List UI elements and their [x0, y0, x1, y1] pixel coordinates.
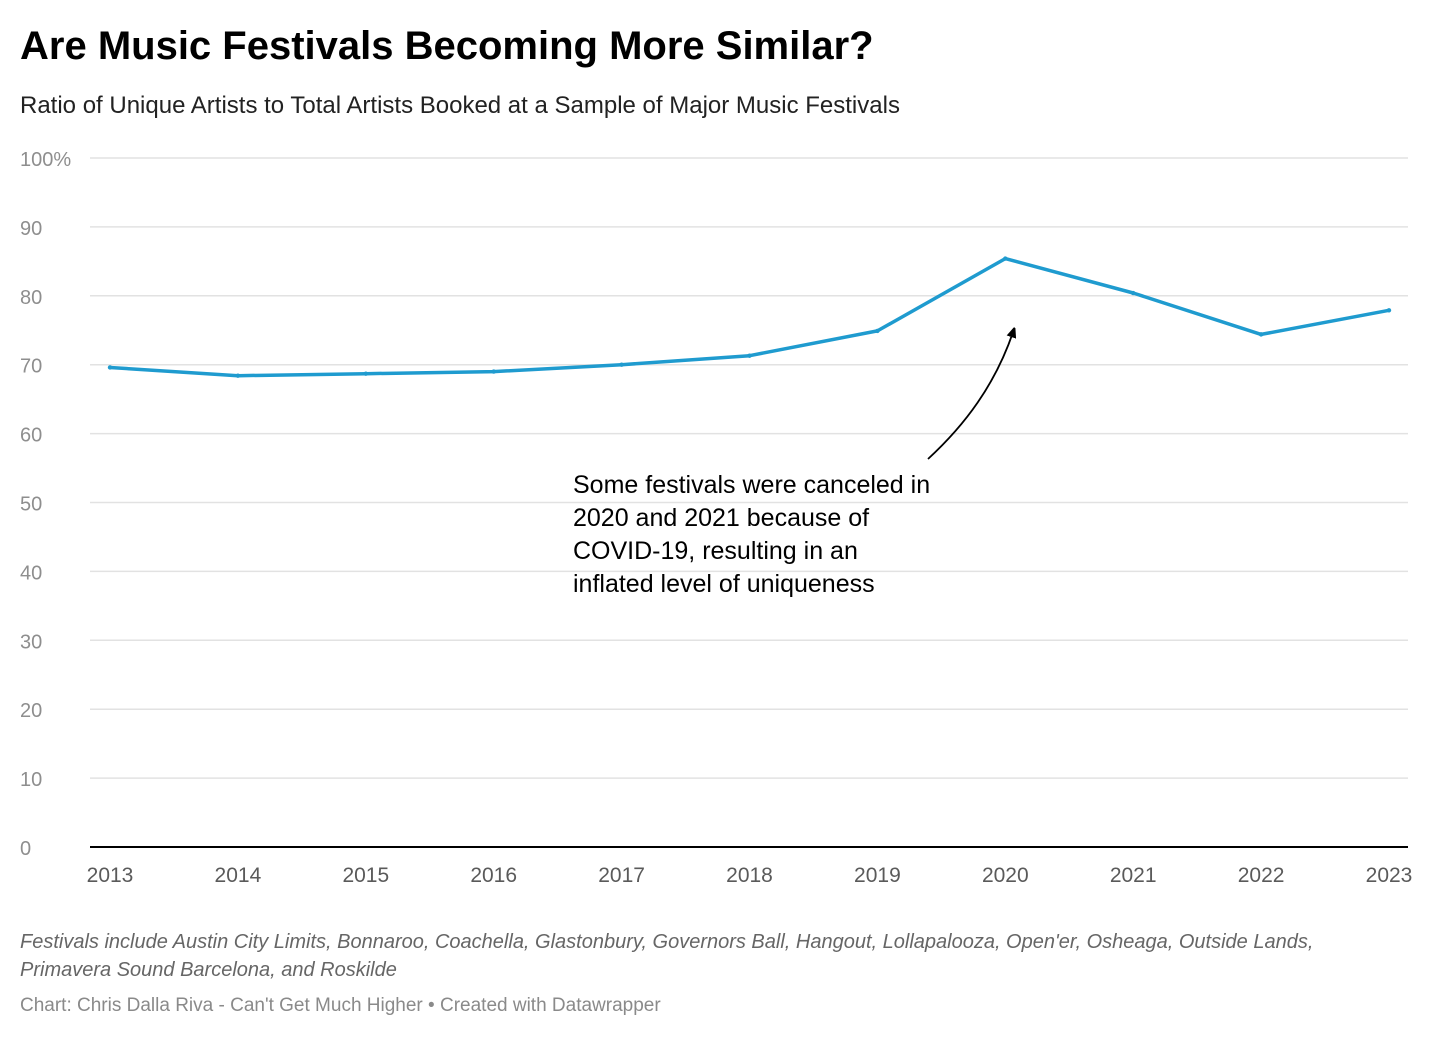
y-tick-label-40: 40: [20, 562, 42, 584]
y-tick-label-60: 60: [20, 425, 42, 447]
data-point-2021: [1131, 290, 1136, 296]
x-tick-label-2020: 2020: [982, 864, 1029, 887]
x-tick-label-2018: 2018: [726, 864, 773, 887]
data-point-2023: [1386, 308, 1392, 313]
annotation-text: Some festivals were canceled in 2020 and …: [573, 471, 930, 598]
y-tick-label-90: 90: [20, 218, 42, 240]
data-point-2014: [235, 373, 241, 378]
series-line-0: [108, 256, 1391, 378]
annotation-line-4: inflated level of uniqueness: [573, 570, 875, 598]
y-tick-label-20: 20: [20, 700, 42, 722]
y-tick-label-80: 80: [20, 287, 42, 309]
data-point-2019: [875, 328, 880, 334]
chart-subtitle: Ratio of Unique Artists to Total Artists…: [20, 92, 900, 119]
data-point-2018: [747, 353, 752, 358]
y-tick-label-50: 50: [20, 494, 42, 516]
x-tick-label-2023: 2023: [1366, 864, 1413, 887]
gridlines: [90, 157, 1408, 848]
data-point-2022: [1258, 332, 1264, 337]
credit-source: Chart: Chris Dalla Riva - Can't Get Much…: [20, 995, 423, 1016]
x-tick-label-2016: 2016: [470, 864, 517, 887]
x-tick-label-2014: 2014: [215, 864, 262, 887]
data-point-2020: [1003, 256, 1008, 261]
credit-tool: Created with Datawrapper: [439, 995, 661, 1016]
data-point-2017: [619, 362, 624, 367]
data-point-2015: [363, 371, 368, 376]
y-tick-label-100: 100%: [20, 149, 71, 171]
x-tick-label-2013: 2013: [87, 864, 134, 887]
annotation-line-1: Some festivals were canceled in: [573, 471, 930, 499]
series-layer: [107, 256, 1392, 378]
data-point-2013: [107, 365, 113, 370]
x-axis-ticks: 2013 2014 2015 2016 2017 2018 2019 2020 2021 2022…: [87, 864, 1413, 887]
x-tick-label-2019: 2019: [854, 864, 901, 887]
annotation-arrow: [927, 331, 1013, 460]
data-point-2016: [491, 369, 496, 374]
x-tick-label-2015: 2015: [342, 864, 389, 887]
y-tick-label-70: 70: [20, 356, 42, 378]
chart-notes: Festivals include Austin City Limits, Bo…: [20, 931, 1314, 981]
annotation: Some festivals were canceled in 2020 and …: [573, 331, 1013, 598]
y-tick-label-30: 30: [20, 631, 42, 653]
chart-credits: Chart: Chris Dalla Riva - Can't Get Much…: [20, 993, 661, 1019]
annotation-line-3: COVID-19, resulting in an: [573, 537, 858, 565]
y-axis-ticks: 0 10 20 30 40 50 60 70 80 90 100%: [20, 149, 71, 860]
x-tick-label-2021: 2021: [1110, 864, 1157, 887]
y-tick-label-10: 10: [20, 769, 42, 791]
credit-separator: •: [428, 995, 435, 1016]
x-tick-label-2022: 2022: [1238, 864, 1285, 887]
chart-title: Are Music Festivals Becoming More Simila…: [20, 24, 874, 68]
y-tick-label-0: 0: [20, 838, 31, 860]
annotation-line-2: 2020 and 2021 because of: [573, 504, 869, 532]
x-tick-label-2017: 2017: [598, 864, 645, 887]
